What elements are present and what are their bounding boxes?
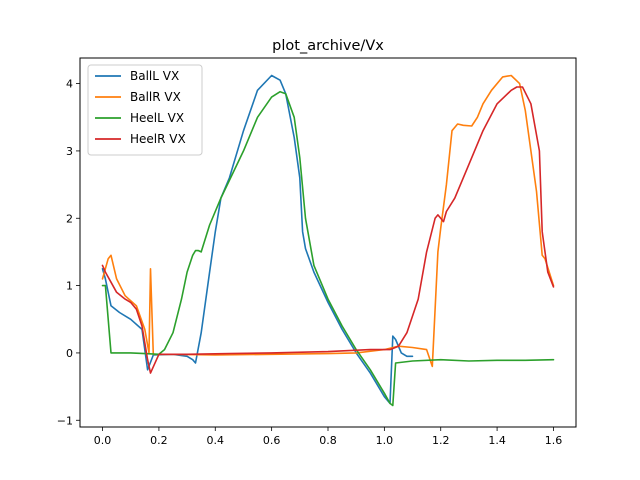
x-tick-label: 0.2 — [150, 434, 168, 447]
x-tick-label: 1.4 — [488, 434, 506, 447]
y-tick-label: 0 — [66, 347, 73, 360]
y-tick-label: 4 — [66, 78, 73, 91]
y-tick-label: 2 — [66, 212, 73, 225]
legend-label-0: BallL VX — [130, 69, 179, 83]
y-tick-label: −1 — [57, 414, 73, 427]
x-tick-label: 0.4 — [207, 434, 225, 447]
series-layer — [101, 74, 555, 407]
x-tick-label: 1.0 — [376, 434, 394, 447]
legend: BallL VX BallR VX HeelL VX HeelR VX — [87, 64, 203, 156]
legend-label-1: BallR VX — [130, 90, 181, 104]
chart-title: plot_archive/Vx — [272, 38, 384, 54]
x-tick-label: 1.2 — [432, 434, 450, 447]
y-tick-label: 3 — [66, 145, 73, 158]
legend-label-3: HeelR VX — [130, 132, 186, 146]
legend-label-2: HeelL VX — [130, 111, 184, 125]
x-tick-label: 0.8 — [319, 434, 337, 447]
series-line-1 — [101, 74, 555, 368]
x-tick-label: 0.0 — [94, 434, 112, 447]
series-line-2 — [101, 90, 555, 407]
y-axis: −1 0 1 2 3 4 — [57, 78, 80, 427]
x-tick-label: 0.6 — [263, 434, 281, 447]
x-tick-label: 1.6 — [545, 434, 563, 447]
x-axis: 0.0 0.2 0.4 0.6 0.8 1.0 1.2 1.4 1.6 — [94, 427, 562, 447]
legend-box — [87, 64, 203, 156]
series-line-3 — [101, 86, 555, 374]
y-tick-label: 1 — [66, 280, 73, 293]
